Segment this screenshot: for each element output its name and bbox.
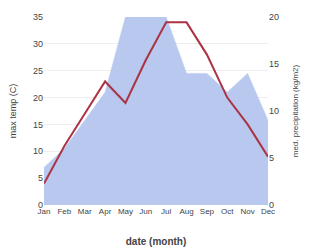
svg-text:Jun: Jun	[139, 207, 152, 216]
svg-text:20: 20	[33, 93, 43, 103]
svg-text:0: 0	[269, 200, 274, 210]
svg-text:15: 15	[269, 59, 279, 69]
svg-text:May: May	[118, 207, 133, 216]
svg-text:10: 10	[33, 146, 43, 156]
svg-text:20: 20	[269, 12, 279, 22]
svg-text:Mar: Mar	[78, 207, 92, 216]
svg-text:Dec: Dec	[261, 207, 275, 216]
svg-text:max temp (C): max temp (C)	[8, 84, 18, 139]
svg-text:date (month): date (month)	[126, 236, 187, 247]
svg-text:Apr: Apr	[99, 207, 112, 216]
svg-text:Jul: Jul	[161, 207, 171, 216]
svg-text:35: 35	[33, 12, 43, 22]
svg-text:Jan: Jan	[38, 207, 51, 216]
svg-text:5: 5	[38, 173, 43, 183]
svg-text:5: 5	[269, 153, 274, 163]
svg-text:10: 10	[269, 106, 279, 116]
svg-text:Nov: Nov	[241, 207, 255, 216]
svg-text:med. precipitation (kg/m2): med. precipitation (kg/m2)	[291, 64, 300, 157]
svg-text:Oct: Oct	[221, 207, 234, 216]
svg-text:0: 0	[38, 200, 43, 210]
svg-text:25: 25	[33, 66, 43, 76]
svg-text:Aug: Aug	[179, 207, 193, 216]
svg-text:15: 15	[33, 120, 43, 130]
svg-text:Sep: Sep	[200, 207, 215, 216]
svg-text:Feb: Feb	[57, 207, 71, 216]
svg-text:30: 30	[33, 39, 43, 49]
